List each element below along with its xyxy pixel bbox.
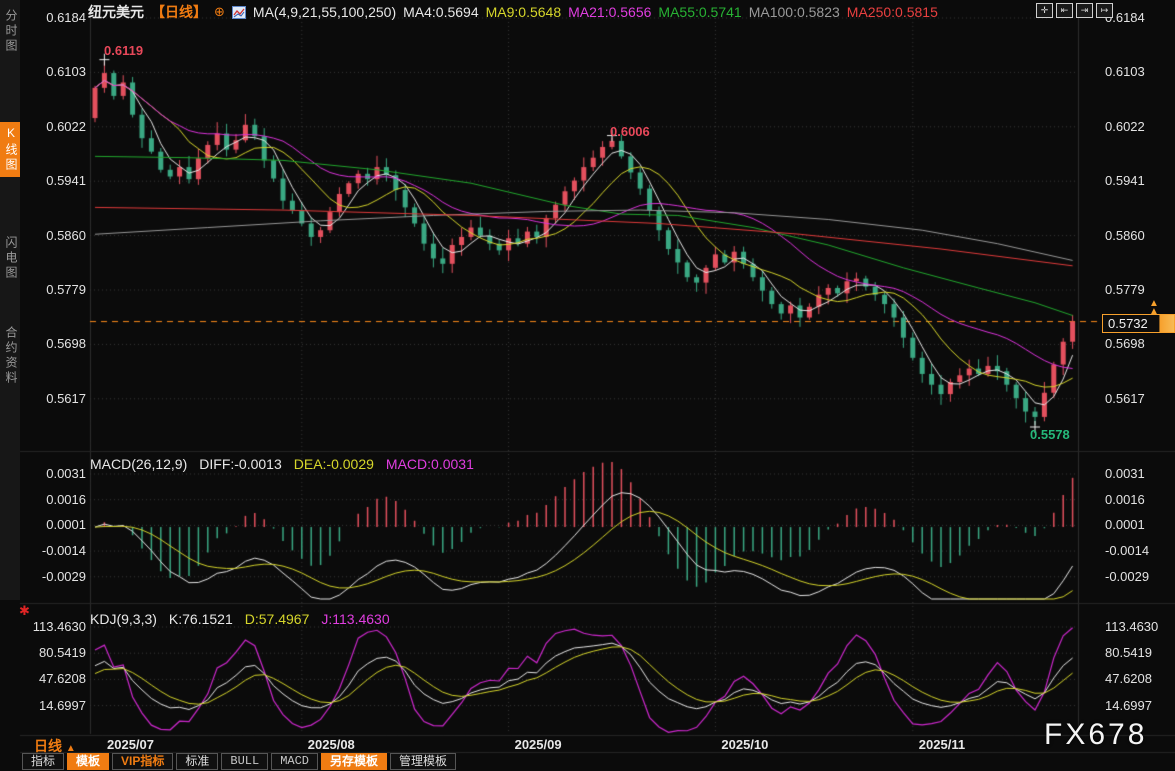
axis-tick-label: 47.6208 — [1105, 671, 1152, 687]
axis-tick-label: 14.6997 — [1105, 697, 1152, 713]
ma4-value: MA4:0.5694 — [403, 4, 479, 20]
sidebar-item-contract-info[interactable]: 合约资料 — [4, 326, 18, 386]
x-axis-month-label: 2025/10 — [721, 737, 769, 752]
tab-manage-template[interactable]: 管理模板 — [390, 753, 457, 770]
x-axis-month-label: 2025/07 — [107, 737, 154, 752]
axis-tick-label: 0.5860 — [1105, 227, 1145, 243]
axis-tick-label: 0.5860 — [46, 227, 86, 243]
ma55-value: MA55:0.5741 — [658, 4, 742, 20]
axis-tick-label: 0.6022 — [46, 118, 86, 134]
chart-tool-buttons: ✛ ⇤ ⇥ ↦ — [1036, 3, 1113, 18]
axis-tick-label: 0.5779 — [1105, 281, 1145, 297]
axis-tick-label: 80.5419 — [1105, 645, 1152, 661]
ma100-value: MA100:0.5823 — [748, 4, 840, 20]
axis-tick-label: 47.6208 — [39, 671, 86, 687]
axis-tick-label: 0.0001 — [1105, 517, 1145, 533]
axis-tick-label: 14.6997 — [39, 697, 86, 713]
kdj-k-value: K:76.1521 — [168, 611, 233, 627]
axis-tick-label: 0.0031 — [1105, 465, 1145, 481]
period-selector[interactable]: 日线 ▲ — [34, 738, 76, 754]
chart-header: 纽元美元 【日线】 ⊕ MA(4,9,21,55,100,250) MA4:0.… — [88, 3, 938, 21]
x-axis-month-label: 2025/08 — [307, 737, 355, 752]
tab-bull[interactable]: BULL — [221, 753, 269, 770]
chart-type-icon[interactable] — [231, 5, 246, 19]
kdj-j-value: J:113.4630 — [321, 611, 390, 627]
axis-tick-label: 0.5941 — [46, 173, 86, 189]
axis-tick-label: 0.5698 — [46, 336, 86, 352]
symbol-title: 纽元美元 — [88, 4, 144, 20]
kdj-panel-header: KDJ(9,3,3) K:76.1521 D:57.4967 J:113.463… — [90, 611, 390, 627]
axis-tick-label: 0.5941 — [1105, 173, 1145, 189]
shift-right-icon[interactable]: ↦ — [1096, 3, 1113, 18]
axis-tick-label: -0.0029 — [41, 568, 86, 584]
period-tag: 【日线】 — [151, 4, 207, 20]
price-up-arrow-icon: ▲ ▲ — [1149, 298, 1159, 317]
ma9-value: MA9:0.5648 — [485, 4, 562, 20]
live-burst-icon: ✱ — [19, 603, 30, 618]
swing-high-annotation: 0.6119 — [104, 43, 144, 58]
sidebar-item-flash-chart[interactable]: 闪电图 — [4, 236, 18, 281]
watermark: FX678 — [1044, 718, 1148, 751]
swing-high-annotation: 0.6006 — [610, 124, 650, 139]
zoom-range-left-icon[interactable]: ⇤ — [1056, 3, 1073, 18]
macd-diff-value: DIFF:-0.0013 — [199, 456, 282, 472]
tab-standard[interactable]: 标准 — [176, 753, 219, 770]
tab-templates[interactable]: 模板 — [67, 753, 110, 770]
current-price-badge[interactable]: 0.5732 — [1102, 314, 1175, 333]
axis-tick-label: 80.5419 — [39, 645, 86, 661]
axis-tick-label: 0.5617 — [46, 390, 86, 406]
sidebar-item-kline-chart[interactable]: K线图 — [0, 122, 20, 177]
axis-tick-label: 0.6184 — [46, 10, 86, 25]
axis-tick-label: 0.0031 — [46, 465, 86, 481]
axis-tick-label: 113.4630 — [1105, 619, 1159, 634]
bottom-toolbar: 指标 模板 VIP指标 标准 BULL MACD 另存模板 管理模板 — [22, 753, 457, 770]
kdj-name: KDJ(9,3,3) — [90, 611, 157, 627]
kdj-d-value: D:57.4967 — [244, 611, 310, 627]
left-sidebar: 分时图 K线图 闪电图 合约资料 — [0, 0, 20, 600]
zoom-range-right-icon[interactable]: ⇥ — [1076, 3, 1093, 18]
tab-macd[interactable]: MACD — [271, 753, 319, 770]
axis-tick-label: 0.0001 — [46, 517, 86, 533]
tab-vip-indicators[interactable]: VIP指标 — [112, 753, 174, 770]
ma250-value: MA250:0.5815 — [846, 4, 938, 20]
ma-settings-label: MA(4,9,21,55,100,250) — [252, 4, 397, 20]
axis-tick-label: 0.5617 — [1105, 390, 1145, 406]
pan-icon[interactable]: ✛ — [1036, 3, 1053, 18]
axis-tick-label: -0.0029 — [1105, 568, 1150, 584]
x-axis-month-label: 2025/11 — [918, 737, 966, 752]
tab-save-template[interactable]: 另存模板 — [321, 753, 388, 770]
axis-tick-label: -0.0014 — [1105, 543, 1150, 559]
axis-tick-label: 0.0016 — [46, 491, 86, 507]
axis-tick-label: 0.6022 — [1105, 118, 1145, 134]
swing-low-annotation: 0.5578 — [1030, 427, 1070, 442]
axis-tick-label: 0.5779 — [46, 281, 86, 297]
axis-tick-label: 0.5698 — [1105, 336, 1145, 352]
axis-tick-label: 0.6103 — [46, 64, 86, 80]
axis-tick-label: 113.4630 — [32, 619, 86, 634]
axis-tick-label: 0.6103 — [1105, 64, 1145, 80]
ma21-value: MA21:0.5656 — [568, 4, 652, 20]
macd-macd-value: MACD:0.0031 — [385, 456, 474, 472]
axis-tick-label: 0.0016 — [1105, 491, 1145, 507]
macd-dea-value: DEA:-0.0029 — [293, 456, 374, 472]
time-axis-row: 日线 ▲ 2025/07 2025/08 2025/09 2025/10 2025/11 — [0, 736, 1175, 754]
tab-indicators[interactable]: 指标 — [22, 753, 65, 770]
macd-name: MACD(26,12,9) — [90, 456, 188, 472]
macd-panel-header: MACD(26,12,9) DIFF:-0.0013 DEA:-0.0029 M… — [90, 456, 474, 472]
axis-tick-label: -0.0014 — [41, 543, 86, 559]
axis-tick-label: 0.6184 — [1105, 10, 1145, 25]
expand-icon[interactable]: ⊕ — [214, 4, 225, 19]
x-axis-month-label: 2025/09 — [514, 737, 562, 752]
sidebar-item-time-chart[interactable]: 分时图 — [4, 9, 18, 54]
